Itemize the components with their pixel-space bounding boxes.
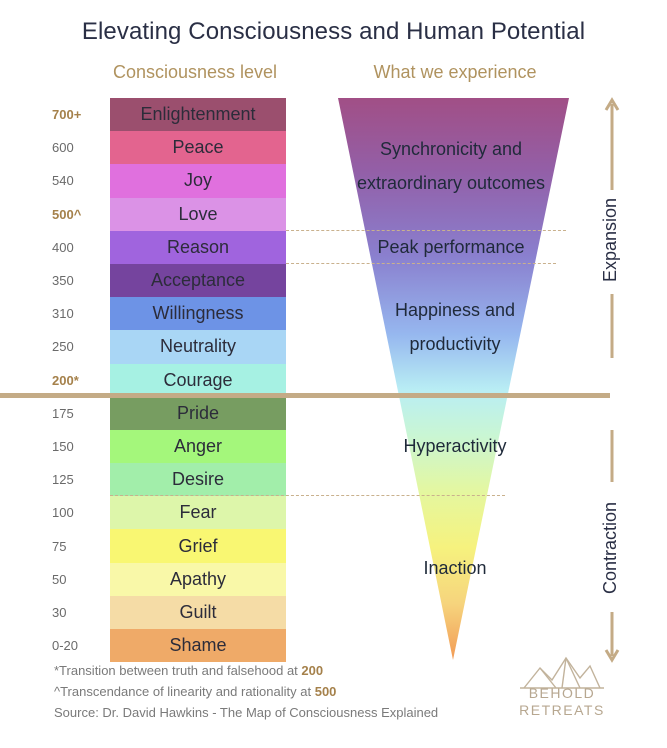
level-row: 540 Joy: [50, 164, 290, 198]
level-value: 350: [52, 273, 74, 289]
level-row: 0-20 Shame: [50, 629, 290, 663]
experience-happiness: Happiness and productivity: [360, 293, 550, 361]
level-value: 200*: [52, 372, 79, 388]
footnotes: *Transition between truth and falsehood …: [54, 660, 438, 723]
level-row: 75 Grief: [50, 529, 290, 563]
level-bar: Desire: [110, 463, 286, 497]
experience-line: Happiness and: [394, 300, 516, 320]
footnote-value: 200: [301, 663, 324, 678]
level-row: 310 Willingness: [50, 297, 290, 331]
experience-header: What we experience: [373, 62, 537, 82]
level-bar: Joy: [110, 164, 286, 198]
level-bar: Willingness: [110, 297, 286, 331]
logo-mountain-icon: [520, 656, 604, 689]
level-row: 30 Guilt: [50, 595, 290, 629]
level-bar: Peace: [110, 131, 286, 165]
level-row: 350 Acceptance: [50, 263, 290, 298]
level-bar: Anger: [110, 429, 286, 464]
level-value: 75: [52, 538, 67, 554]
level-value: 100: [52, 505, 74, 521]
level-value: 0-20: [52, 638, 79, 654]
level-row: 700+ Enlightenment: [50, 98, 290, 132]
level-row: 200* Courage: [50, 363, 290, 397]
consciousness-levels: 700+ Enlightenment 600 Peace 540 Joy 500^ Lo…: [50, 98, 290, 663]
funnel-shape: [338, 98, 569, 660]
level-row: 100 Fear: [50, 496, 290, 530]
expansion-arrow: [604, 97, 620, 358]
level-bar: Love: [110, 197, 286, 231]
level-bar: Grief: [110, 529, 286, 563]
footnote-transcendance: ^Transcendance of linearity and rational…: [54, 681, 438, 702]
footnote-transition: *Transition between truth and falsehood …: [54, 660, 438, 681]
level-bar: Apathy: [110, 562, 286, 596]
level-value: 310: [52, 306, 74, 322]
footnote-text: *Transition between truth and falsehood …: [54, 663, 302, 678]
level-bar: Pride: [110, 396, 286, 430]
behold-retreats-logo: BEHOLD RETREATS: [512, 685, 612, 719]
level-value: 400: [52, 239, 74, 255]
transition-divider: [0, 393, 610, 398]
dashed-separator: [286, 230, 566, 231]
level-value: 600: [52, 140, 74, 156]
footnote-value: 500: [314, 684, 337, 699]
level-value: 250: [52, 339, 74, 355]
level-row: 500^ Love: [50, 197, 290, 231]
logo-line: BEHOLD: [528, 685, 596, 701]
level-value: 50: [52, 571, 67, 587]
level-row: 50 Apathy: [50, 562, 290, 596]
experience-hyperactivity: Hyperactivity: [403, 436, 507, 456]
level-bar: Courage: [110, 363, 286, 397]
level-value: 700+: [52, 107, 82, 123]
logo-line: RETREATS: [519, 702, 605, 718]
level-row: 125 Desire: [50, 463, 290, 497]
level-value: 500^: [52, 206, 82, 222]
level-row: 600 Peace: [50, 131, 290, 165]
level-bar: Reason: [110, 230, 286, 264]
experience-line: Synchronicity and: [379, 139, 523, 159]
experience-peak-performance: Peak performance: [377, 237, 525, 257]
experience-inaction: Inaction: [423, 558, 487, 578]
level-value: 125: [52, 472, 74, 488]
level-bar: Neutrality: [110, 330, 286, 364]
level-value: 30: [52, 604, 67, 620]
level-row: 400 Reason: [50, 230, 290, 264]
contraction-label: Contraction: [600, 501, 620, 595]
source-note: Source: Dr. David Hawkins - The Map of C…: [54, 705, 439, 720]
level-value: 540: [52, 173, 74, 189]
experience-synchronicity: Synchronicity and extraordinary outcomes: [340, 132, 562, 200]
experience-line: productivity: [409, 334, 501, 354]
level-bar: Enlightenment: [110, 98, 286, 132]
consciousness-level-header: Consciousness level: [112, 62, 278, 82]
level-row: 175 Pride: [50, 396, 290, 430]
dashed-separator: [110, 495, 505, 496]
page-title: Elevating Consciousness and Human Potent…: [81, 18, 586, 45]
level-row: 250 Neutrality: [50, 330, 290, 364]
footnote-text: ^Transcendance of linearity and rational…: [54, 684, 315, 699]
level-bar: Guilt: [110, 595, 286, 629]
expansion-label: Expansion: [600, 197, 620, 283]
level-bar: Shame: [110, 629, 286, 663]
level-bar: Fear: [110, 496, 286, 530]
level-value: 175: [52, 405, 74, 421]
contraction-arrow: [604, 430, 620, 663]
dashed-separator: [286, 263, 556, 264]
level-value: 150: [52, 438, 74, 454]
level-row: 150 Anger: [50, 429, 290, 464]
level-bar: Acceptance: [110, 263, 286, 298]
experience-line: extraordinary outcomes: [356, 173, 546, 193]
